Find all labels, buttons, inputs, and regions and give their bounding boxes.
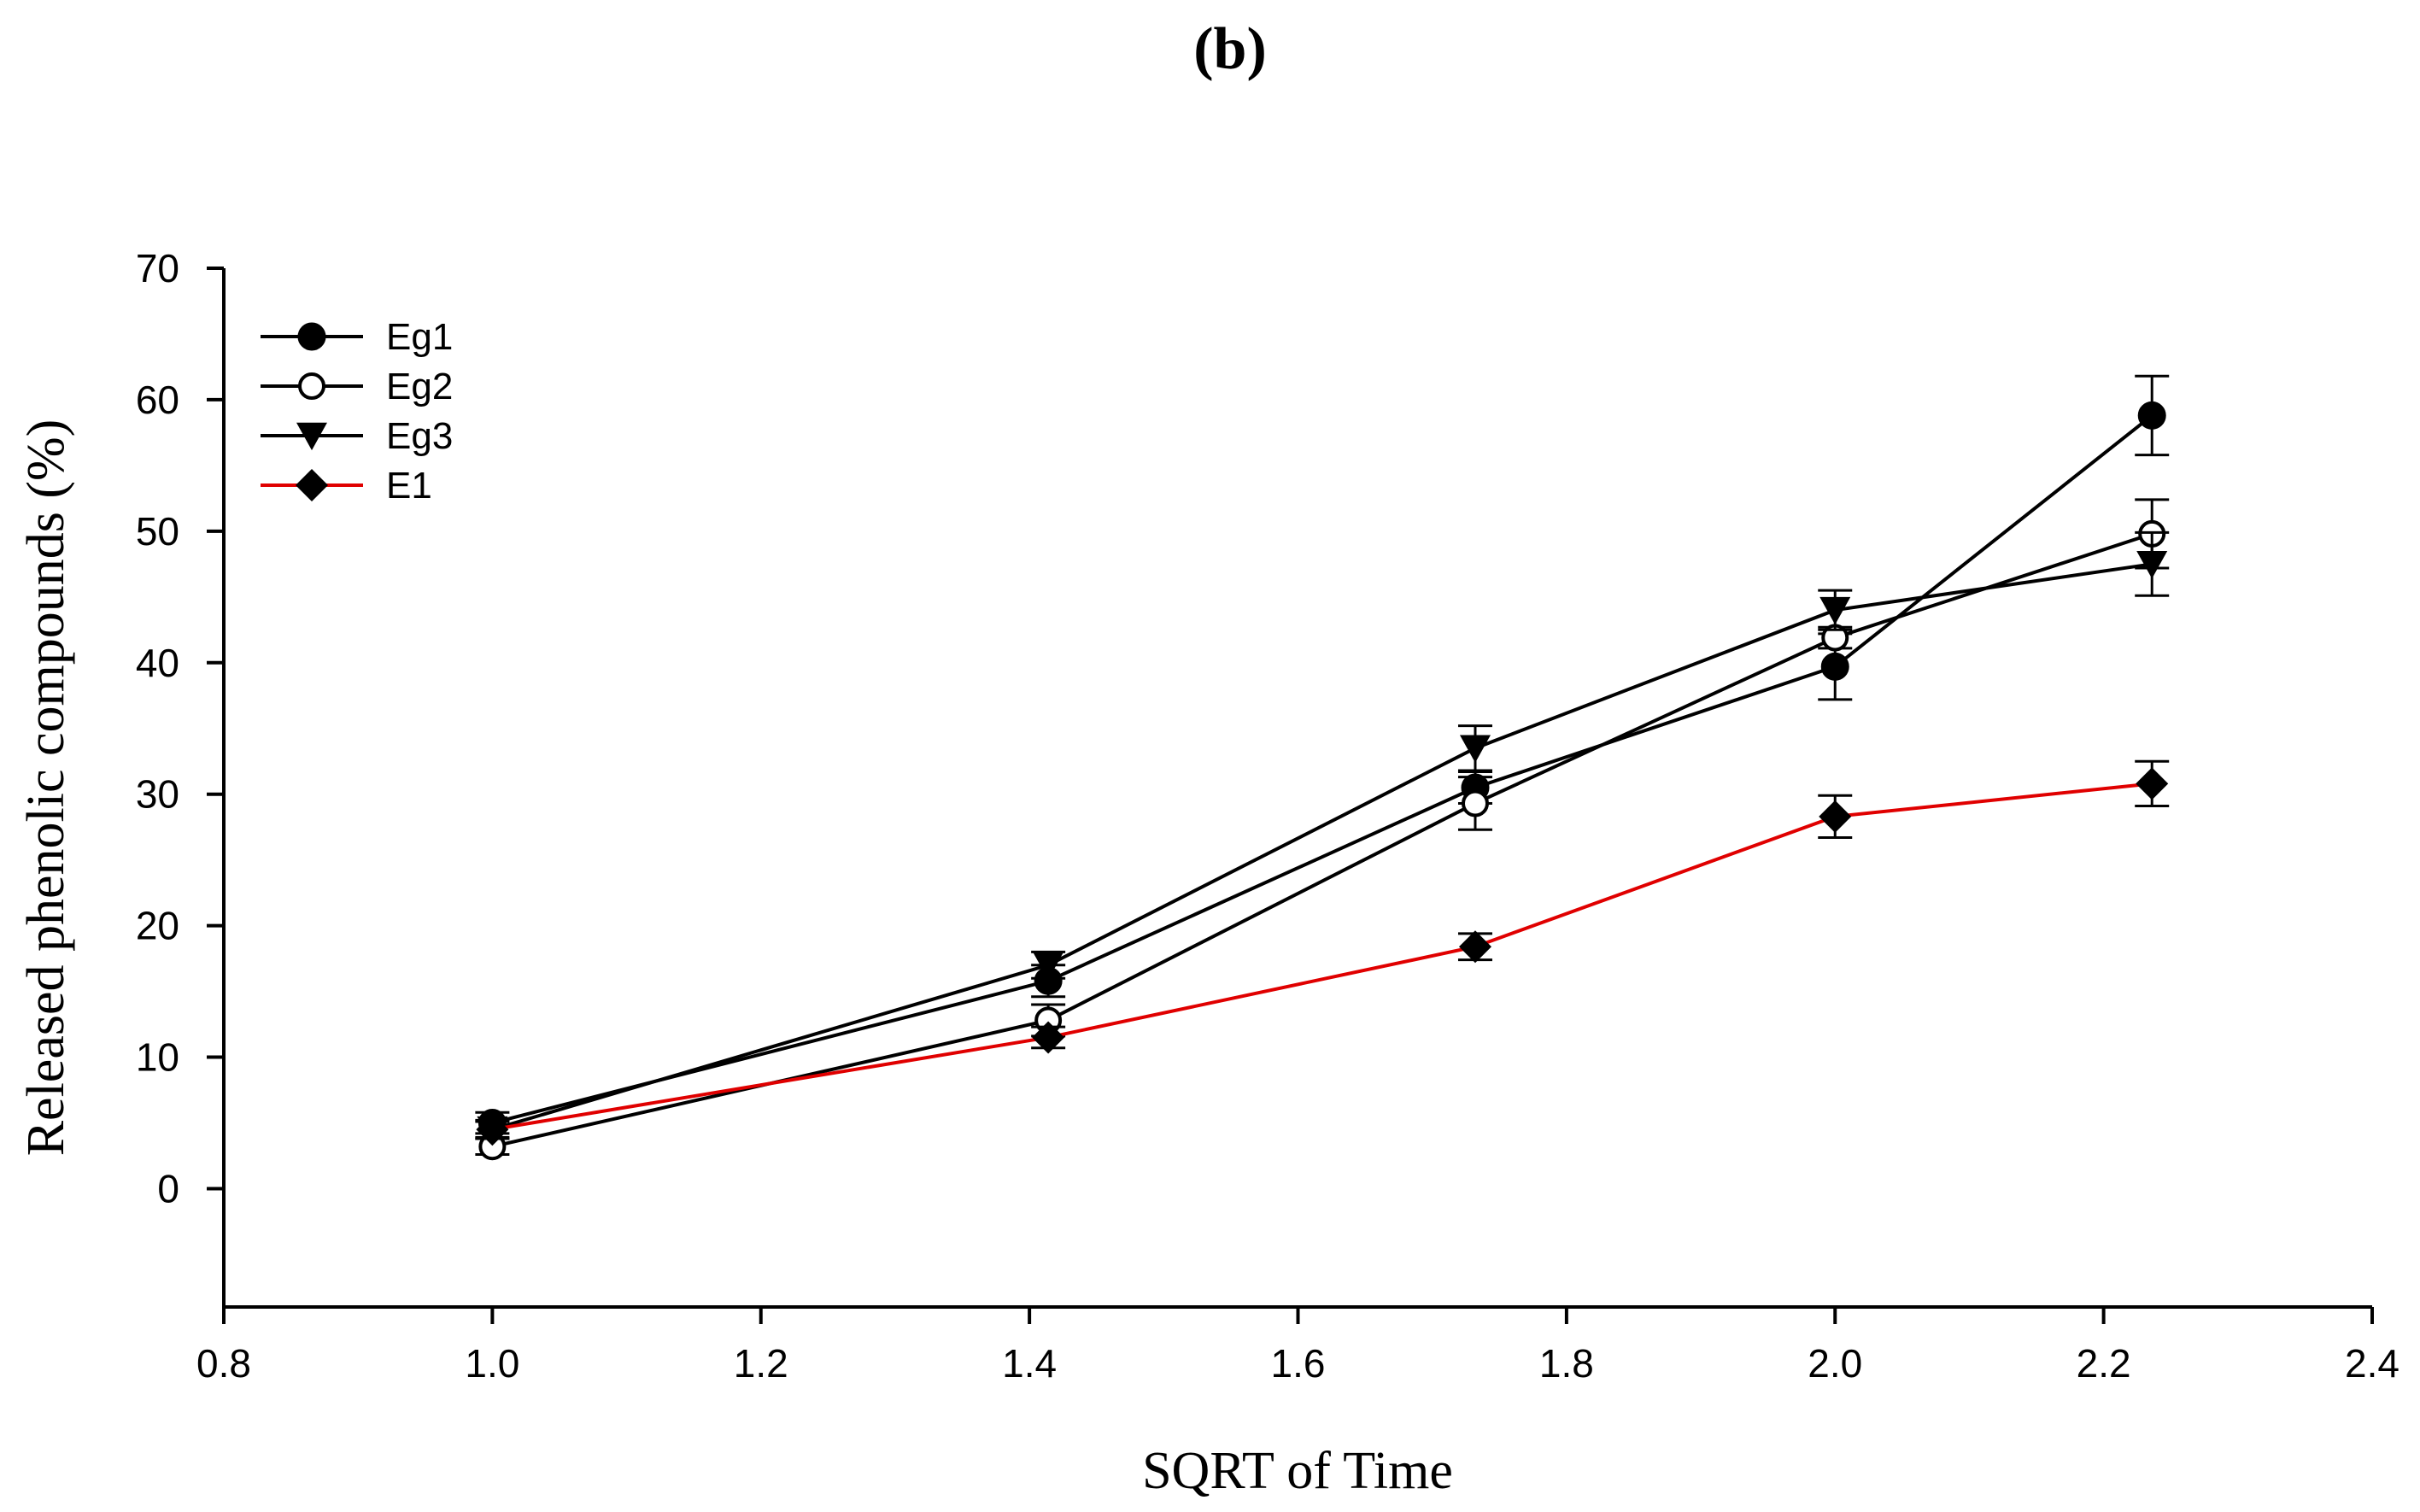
legend-entry-eg2: Eg2 (261, 366, 453, 407)
data-point-eg3 (2136, 551, 2168, 579)
y-tick-label: 0 (157, 1166, 179, 1210)
plot-area (475, 374, 2170, 1161)
legend-label: E1 (386, 465, 432, 507)
y-tick-label: 60 (136, 378, 179, 422)
y-tick-label: 10 (136, 1035, 179, 1080)
data-point-e1 (1032, 1021, 1065, 1054)
x-tick-label: 1.6 (1271, 1341, 1326, 1386)
y-ticks: 0 10 20 30 40 50 60 70 (136, 246, 224, 1210)
panel-title: (b) (1193, 16, 1267, 82)
data-point-e1 (476, 1113, 509, 1146)
legend-label: Eg1 (386, 316, 453, 358)
axes (222, 268, 2372, 1309)
x-tick-label: 1.8 (1539, 1341, 1594, 1386)
legend-marker (297, 322, 326, 351)
x-tick-label: 2.4 (2345, 1341, 2399, 1386)
x-ticks: 0.8 1.0 1.2 1.4 1.6 1.8 2.0 2.2 2.4 (196, 1307, 2399, 1386)
series-eg1 (475, 374, 2170, 1138)
series-eg3 (475, 530, 2170, 1145)
series-line-eg1 (491, 413, 2153, 1125)
data-point-eg1 (1820, 652, 1849, 681)
x-tick-label: 1.4 (1002, 1341, 1057, 1386)
data-point-eg2 (1461, 789, 1489, 818)
x-tick-label: 2.2 (2077, 1341, 2131, 1386)
legend-label: Eg2 (386, 366, 453, 407)
x-tick-label: 2.0 (1808, 1341, 1862, 1386)
legend-marker (296, 422, 327, 451)
y-axis-title: Released phenolic compounds (%) (17, 419, 75, 1157)
y-tick-label: 30 (136, 772, 179, 817)
data-point-e1 (2136, 767, 2169, 800)
y-tick-label: 70 (136, 246, 179, 290)
data-point-e1 (1819, 800, 1852, 833)
y-tick-label: 50 (136, 509, 179, 554)
data-point-eg3 (1459, 735, 1491, 763)
series-e1 (475, 759, 2170, 1146)
data-point-e1 (1458, 930, 1491, 964)
x-axis-title: SQRT of Time (1142, 1442, 1453, 1500)
legend-label: Eg3 (386, 415, 453, 457)
legend-entry-eg1: Eg1 (261, 316, 453, 358)
legend-entry-e1: E1 (261, 465, 432, 507)
data-point-eg3 (1033, 952, 1064, 980)
y-tick-label: 20 (136, 904, 179, 948)
data-point-eg1 (2137, 401, 2166, 430)
legend-marker (298, 372, 325, 400)
x-tick-label: 1.0 (465, 1341, 519, 1386)
legend-marker (296, 469, 328, 501)
series-line-eg3 (491, 562, 2153, 1132)
data-point-eg3 (1819, 596, 1851, 625)
x-tick-label: 1.2 (734, 1341, 788, 1386)
series-line-e1 (492, 782, 2153, 1132)
legend-entry-eg3: Eg3 (261, 415, 453, 457)
series-eg2 (475, 498, 2170, 1161)
y-tick-label: 40 (136, 641, 179, 685)
x-tick-label: 0.8 (196, 1341, 251, 1386)
legend: Eg1 Eg2 Eg3 E1 (261, 316, 453, 507)
